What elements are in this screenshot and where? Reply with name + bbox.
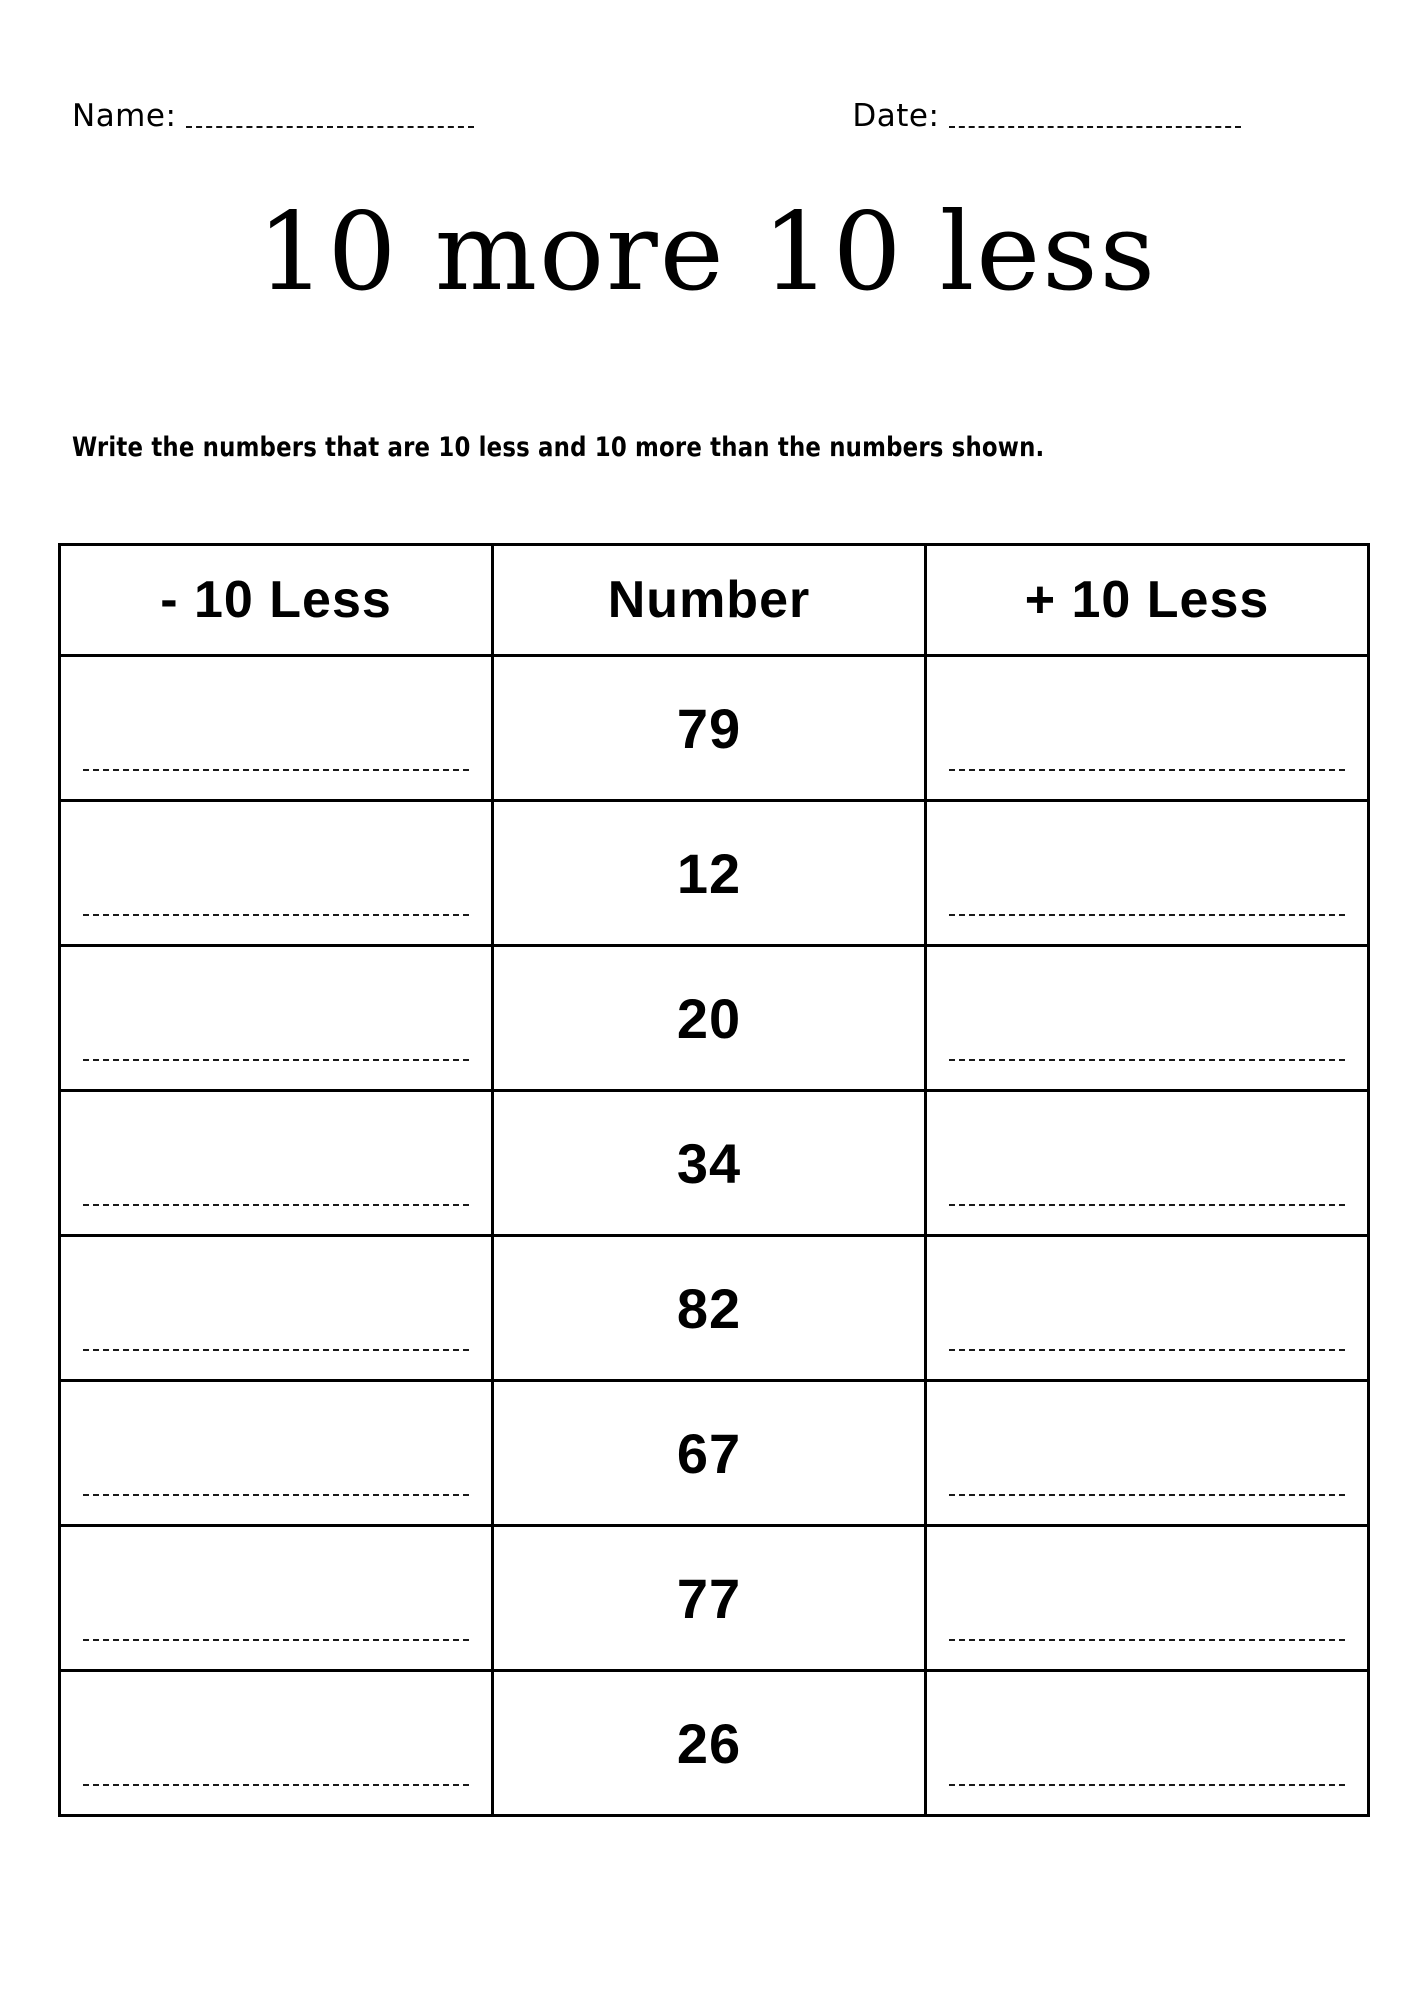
page-title: 10 more 10 less [256, 190, 1158, 315]
write-line [949, 1059, 1345, 1061]
answer-cell-ten-less[interactable] [58, 799, 494, 947]
number-cell: 67 [491, 1379, 927, 1527]
number-cell: 77 [491, 1524, 927, 1672]
table-row: 20 [58, 944, 1370, 1092]
write-line [83, 1204, 469, 1206]
instruction-text: Write the numbers that are 10 less and 1… [72, 432, 1045, 463]
number-cell: 26 [491, 1669, 927, 1817]
table-row: 82 [58, 1234, 1370, 1382]
answer-cell-ten-more[interactable] [924, 944, 1370, 1092]
name-field: Name: [72, 98, 475, 134]
answer-cell-ten-less[interactable] [58, 1669, 494, 1817]
write-line [83, 1494, 469, 1496]
table-body: 79 12 20 34 82 [58, 654, 1370, 1817]
table-header-row: - 10 Less Number + 10 Less [58, 543, 1370, 657]
write-line [83, 1349, 469, 1351]
number-cell: 79 [491, 654, 927, 802]
column-header-number: Number [491, 543, 927, 657]
answer-cell-ten-more[interactable] [924, 654, 1370, 802]
write-line [83, 1784, 469, 1786]
answer-cell-ten-less[interactable] [58, 654, 494, 802]
number-cell: 34 [491, 1089, 927, 1237]
answer-cell-ten-less[interactable] [58, 1524, 494, 1672]
table-row: 67 [58, 1379, 1370, 1527]
date-field: Date: [852, 98, 1242, 134]
table-row: 79 [58, 654, 1370, 802]
answer-cell-ten-less[interactable] [58, 1379, 494, 1527]
write-line [949, 1204, 1345, 1206]
write-line [949, 914, 1345, 916]
write-line [949, 1494, 1345, 1496]
answer-cell-ten-more[interactable] [924, 799, 1370, 947]
answer-cell-ten-less[interactable] [58, 1089, 494, 1237]
ten-more-ten-less-table: - 10 Less Number + 10 Less 79 12 20 [58, 543, 1370, 1817]
answer-cell-ten-less[interactable] [58, 944, 494, 1092]
column-header-ten-more: + 10 Less [924, 543, 1370, 657]
table-row: 34 [58, 1089, 1370, 1237]
answer-cell-ten-more[interactable] [924, 1234, 1370, 1382]
answer-cell-ten-less[interactable] [58, 1234, 494, 1382]
answer-cell-ten-more[interactable] [924, 1669, 1370, 1817]
date-write-line[interactable] [949, 126, 1242, 128]
table-row: 77 [58, 1524, 1370, 1672]
write-line [949, 1639, 1345, 1641]
write-line [83, 1059, 469, 1061]
table-row: 12 [58, 799, 1370, 947]
number-cell: 82 [491, 1234, 927, 1382]
answer-cell-ten-more[interactable] [924, 1089, 1370, 1237]
write-line [83, 1639, 469, 1641]
table-header: - 10 Less Number + 10 Less [58, 543, 1370, 657]
column-header-ten-less: - 10 Less [58, 543, 494, 657]
number-cell: 20 [491, 944, 927, 1092]
date-label: Date: [852, 98, 940, 134]
write-line [949, 769, 1345, 771]
write-line [949, 1349, 1345, 1351]
student-info-row: Name: Date: [72, 78, 1342, 134]
answer-cell-ten-more[interactable] [924, 1524, 1370, 1672]
table-row: 26 [58, 1669, 1370, 1817]
write-line [83, 769, 469, 771]
name-write-line[interactable] [186, 126, 475, 128]
answer-cell-ten-more[interactable] [924, 1379, 1370, 1527]
name-label: Name: [72, 98, 177, 134]
number-cell: 12 [491, 799, 927, 947]
write-line [83, 914, 469, 916]
write-line [949, 1784, 1345, 1786]
